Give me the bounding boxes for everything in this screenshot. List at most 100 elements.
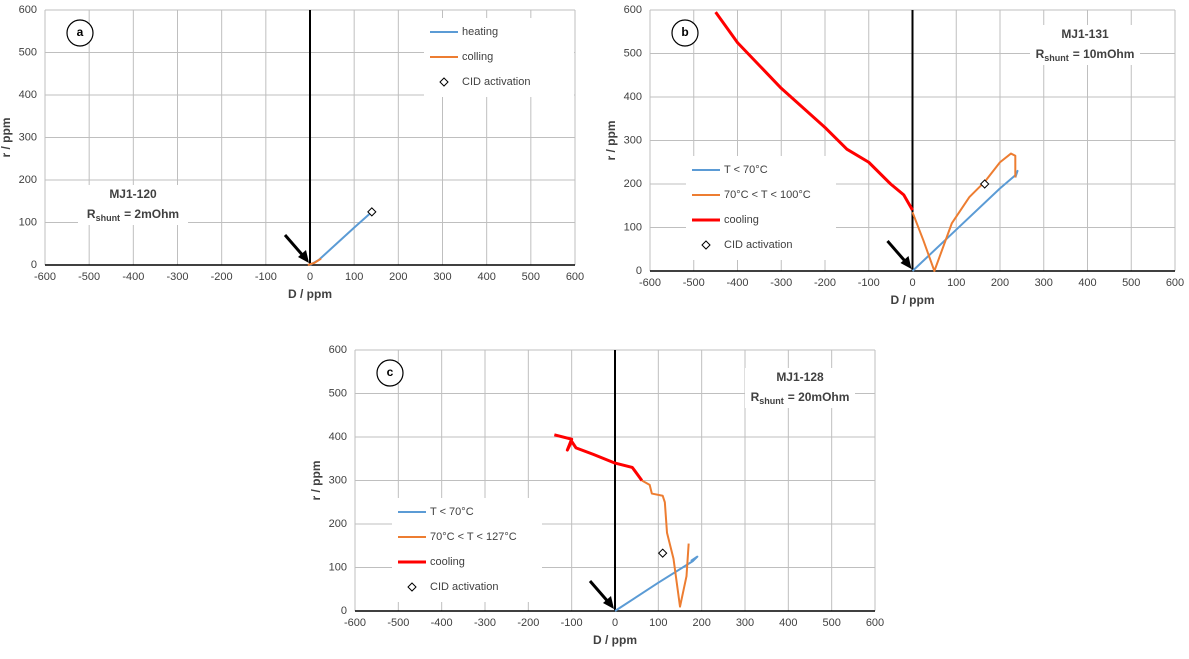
- x-tick-label: -500: [387, 617, 409, 629]
- y-tick-label: 300: [329, 474, 347, 486]
- legend-label: 70°C < T < 100°C: [724, 189, 811, 201]
- x-tick-label: -400: [726, 277, 748, 289]
- x-tick-label: -300: [474, 617, 496, 629]
- shunt-sub: shunt: [1044, 53, 1069, 63]
- x-tick-label: 600: [1166, 277, 1184, 289]
- legend-label: CID activation: [462, 76, 530, 88]
- x-tick-label: 600: [866, 617, 884, 629]
- x-tick-label: -600: [639, 277, 661, 289]
- x-tick-label: 400: [779, 617, 797, 629]
- x-axis-title: D / ppm: [288, 287, 332, 301]
- series-line: [714, 11, 914, 211]
- cid-marker: [701, 240, 711, 250]
- series-line: [911, 169, 1019, 272]
- series-line: [641, 479, 690, 608]
- legend-label: CID activation: [430, 581, 498, 593]
- y-tick-label: 100: [329, 561, 347, 573]
- chart: 0 100 200 300 400 500 600 -600 -500 -400 -300 -200 -…: [0, 4, 584, 301]
- x-axis-title: D / ppm: [593, 633, 637, 647]
- x-tick-label: -500: [78, 271, 100, 283]
- legend-label: colling: [462, 51, 493, 63]
- shunt-label: Rshunt = 2mOhm: [87, 207, 179, 223]
- x-tick-label: 500: [1122, 277, 1140, 289]
- panel-circle: [376, 359, 404, 387]
- x-tick-label: -200: [211, 271, 233, 283]
- annotation-bg: [745, 368, 855, 408]
- shunt-r: R: [87, 207, 96, 221]
- x-tick-label: 0: [612, 617, 618, 629]
- panel-label: a: [77, 25, 84, 39]
- x-tick-label: 200: [991, 277, 1009, 289]
- shunt-label: Rshunt = 20mOhm: [751, 390, 850, 406]
- legend-label: T < 70°C: [430, 506, 474, 518]
- x-tick-label: -100: [561, 617, 583, 629]
- chart: 0 100 200 300 400 500 600 -600 -500 -400 -300 -200 -…: [309, 344, 884, 647]
- legend-label: cooling: [724, 214, 759, 226]
- legend-label: CID activation: [724, 239, 792, 251]
- x-tick-label: 300: [1035, 277, 1053, 289]
- arrow-head: [298, 250, 309, 263]
- x-tick-label: 600: [566, 271, 584, 283]
- y-tick-label: 200: [624, 178, 642, 190]
- y-tick-label: 0: [31, 259, 37, 271]
- arrow-head: [900, 256, 912, 269]
- shunt-r: R: [1036, 47, 1045, 61]
- y-tick-label: 600: [19, 4, 37, 16]
- y-tick-label: 300: [624, 134, 642, 146]
- legend-label: 70°C < T < 127°C: [430, 531, 517, 543]
- sample-name: MJ1-128: [776, 370, 824, 384]
- x-tick-label: -600: [34, 271, 56, 283]
- y-tick-label: 0: [341, 605, 347, 617]
- shunt-label: Rshunt = 10mOhm: [1036, 47, 1135, 63]
- y-axis-title: r / ppm: [604, 120, 618, 160]
- x-tick-label: -500: [683, 277, 705, 289]
- y-tick-label: 500: [329, 387, 347, 399]
- series-line: [309, 211, 373, 266]
- series-line: [614, 555, 699, 612]
- y-tick-label: 100: [624, 221, 642, 233]
- x-tick-label: 0: [307, 271, 313, 283]
- x-axis-title: D / ppm: [891, 293, 935, 307]
- x-tick-label: 200: [692, 617, 710, 629]
- legend-label: cooling: [430, 556, 465, 568]
- legend-bg: [392, 498, 542, 602]
- y-tick-label: 400: [329, 431, 347, 443]
- sample-name: MJ1-131: [1061, 27, 1109, 41]
- x-tick-label: 200: [389, 271, 407, 283]
- x-tick-label: 300: [736, 617, 754, 629]
- x-tick-label: 500: [522, 271, 540, 283]
- chart: 0 100 200 300 400 500 600 -600 -500 -400 -300 -200 -…: [604, 4, 1184, 307]
- sample-name: MJ1-120: [109, 187, 157, 201]
- x-tick-label: 100: [345, 271, 363, 283]
- y-tick-label: 400: [624, 91, 642, 103]
- x-tick-label: -400: [431, 617, 453, 629]
- y-tick-label: 0: [636, 265, 642, 277]
- y-tick-label: 500: [624, 47, 642, 59]
- shunt-r: R: [751, 390, 760, 404]
- x-tick-label: 100: [947, 277, 965, 289]
- x-tick-label: 400: [1078, 277, 1096, 289]
- y-tick-label: 500: [19, 46, 37, 58]
- series-line: [307, 257, 322, 266]
- shunt-value: = 2mOhm: [124, 207, 179, 221]
- series-line: [553, 433, 644, 482]
- y-axis-title: r / ppm: [309, 460, 323, 500]
- x-tick-label: 400: [477, 271, 495, 283]
- x-tick-label: 100: [649, 617, 667, 629]
- cid-marker: [439, 77, 449, 87]
- panel-label: b: [681, 25, 688, 39]
- x-tick-label: -200: [814, 277, 836, 289]
- annotation-bg: [78, 185, 188, 225]
- x-tick-label: -100: [858, 277, 880, 289]
- x-tick-label: -400: [122, 271, 144, 283]
- x-tick-label: -100: [255, 271, 277, 283]
- panel-circle: [671, 19, 699, 47]
- shunt-sub: shunt: [96, 213, 121, 223]
- y-tick-label: 600: [624, 4, 642, 16]
- cid-marker: [407, 582, 417, 592]
- shunt-value: = 20mOhm: [788, 390, 850, 404]
- y-tick-label: 600: [329, 344, 347, 356]
- y-tick-label: 200: [19, 174, 37, 186]
- x-tick-label: -300: [770, 277, 792, 289]
- panel-label: c: [387, 365, 394, 379]
